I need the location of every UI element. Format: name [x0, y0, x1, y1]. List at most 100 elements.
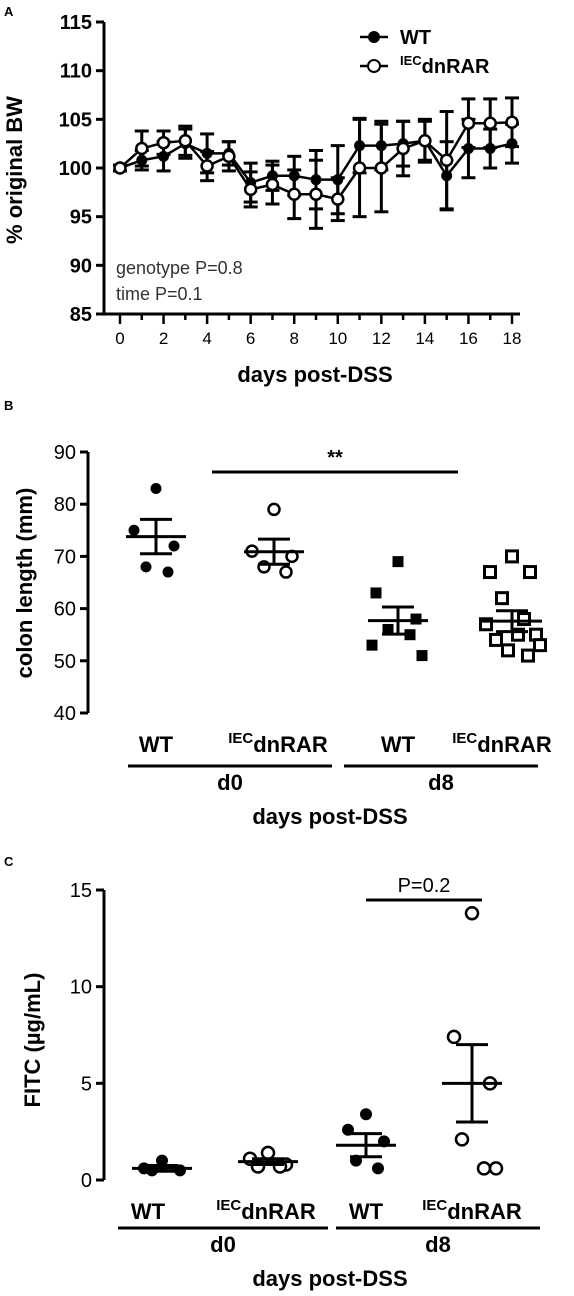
group-label: WT [131, 1199, 166, 1224]
data-point-wt [375, 140, 387, 152]
data-point [370, 587, 382, 599]
data-point [517, 612, 531, 627]
data-point-wt [201, 147, 213, 159]
panel-a-legend: WT IECdnRAR [360, 27, 490, 78]
data-point [523, 565, 537, 580]
data-point [128, 524, 140, 536]
panel-a-x-axis-label: days post-DSS [237, 362, 392, 387]
data-point [162, 566, 174, 578]
panel-a-letter: A [4, 4, 14, 19]
panel-b-x-axis-label: days post-DSS [252, 804, 407, 829]
x-tick-label: 8 [289, 329, 298, 348]
x-tick-label: 12 [372, 329, 391, 348]
data-point [156, 1154, 168, 1167]
y-tick-label: 70 [54, 546, 76, 568]
data-point-wt [441, 170, 453, 182]
y-tick-label: 80 [54, 494, 76, 516]
panel-a-annotation-time: time P=0.1 [116, 284, 203, 304]
group-label: IECdnRAR [422, 1197, 522, 1224]
data-point-dnrar [505, 115, 519, 130]
y-tick-label: 95 [70, 207, 92, 229]
data-point [382, 623, 394, 635]
data-point [372, 1162, 384, 1175]
data-point [479, 617, 493, 632]
group-label: WT [349, 1199, 384, 1224]
panel-a-weight-chart: A % original BW days post-DSS genotype P… [2, 4, 521, 387]
panel-a-data [113, 96, 519, 230]
panel-b-colon-length-chart: B colon length (mm) days post-DSS 40 50 60… [4, 398, 552, 829]
data-point [488, 1161, 504, 1176]
panel-c-fitc-chart: C FITC (µg/mL) days post-DSS 0 5 10 15 WT IEC… [4, 854, 540, 1291]
panel-c-data: P=0.2 [132, 875, 504, 1177]
significance-label: ** [327, 447, 343, 469]
x-tick-label: 18 [503, 329, 522, 348]
data-point-dnrar [374, 161, 389, 175]
data-point-dnrar [396, 141, 410, 156]
data-point [260, 1145, 276, 1161]
data-point-dnrar [309, 187, 323, 202]
panel-a-annotation-genotype: genotype P=0.8 [116, 258, 243, 278]
data-point [392, 556, 404, 568]
x-tick-label: 2 [159, 329, 168, 348]
data-point [521, 648, 535, 663]
day-label: d0 [217, 770, 243, 795]
data-point-dnrar [113, 161, 127, 175]
x-tick-label: 10 [328, 329, 347, 348]
day-label: d0 [210, 1232, 236, 1257]
panel-b-y-axis-label: colon length (mm) [12, 488, 37, 679]
legend-marker-dnrar [367, 59, 381, 73]
y-tick-label: 100 [59, 158, 92, 180]
data-point-wt [310, 174, 322, 186]
y-tick-label: 50 [54, 651, 76, 673]
data-point [446, 1029, 462, 1045]
data-point [464, 905, 480, 921]
panel-c-x-axis-label: days post-DSS [252, 1266, 407, 1291]
data-point [267, 502, 281, 517]
data-point-dnrar [200, 159, 214, 173]
x-tick-label: 16 [459, 329, 478, 348]
group-label: IECdnRAR [228, 730, 328, 757]
data-point [454, 1132, 470, 1147]
day-label: d8 [425, 1232, 451, 1257]
data-point [476, 1161, 492, 1176]
y-tick-label: 60 [54, 599, 76, 621]
data-point-wt [506, 138, 518, 150]
data-point-dnrar [178, 133, 193, 148]
panel-b-data: ** [126, 447, 547, 663]
data-point-dnrar [135, 141, 149, 156]
panel-b-letter: B [4, 398, 13, 413]
x-tick-label: 14 [415, 329, 434, 348]
y-tick-label: 110 [60, 61, 92, 83]
x-tick-label: 6 [246, 329, 255, 348]
data-point-dnrar [352, 161, 367, 175]
group-label: IECdnRAR [452, 730, 552, 757]
y-tick-label: 105 [59, 109, 92, 131]
data-point-dnrar [418, 133, 432, 148]
data-point-dnrar [243, 182, 258, 197]
panel-a-y-axis-label: % original BW [2, 96, 27, 244]
data-point-dnrar [483, 116, 497, 130]
significance-label: P=0.2 [398, 875, 451, 897]
data-point [410, 613, 422, 625]
day-label: d8 [428, 770, 454, 795]
group-label: IECdnRAR [216, 1197, 316, 1224]
panel-a-axes: 85 90 95 100 105 110 115 0 2 4 6 8 10 12 14 16 18 [59, 12, 522, 348]
panel-b-axes: 40 50 60 70 80 90 WT IECdnRAR WT IECdnRAR d0 d8 [54, 442, 552, 795]
data-point [279, 565, 293, 579]
data-point [150, 483, 162, 495]
y-tick-label: 5 [81, 1073, 92, 1095]
panel-c-axes: 0 5 10 15 WT IECdnRAR WT IECdnRAR d0 d8 [70, 880, 540, 1257]
y-tick-label: 90 [54, 442, 76, 464]
data-point [168, 540, 180, 552]
x-tick-label: 0 [115, 329, 124, 348]
data-point [501, 643, 515, 658]
data-point [360, 1108, 372, 1121]
data-point-wt [332, 174, 344, 186]
data-point-wt [158, 150, 170, 162]
data-point [511, 627, 525, 642]
y-tick-label: 15 [70, 880, 92, 902]
data-point-wt [288, 170, 300, 182]
group-label: WT [139, 732, 174, 757]
legend-label-dnrar: IECdnRAR [400, 53, 490, 78]
y-tick-label: 115 [60, 12, 92, 34]
